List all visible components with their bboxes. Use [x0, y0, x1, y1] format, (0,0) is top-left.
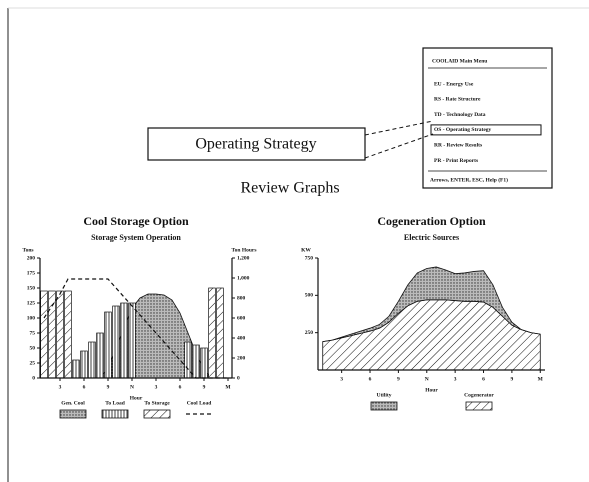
- bar: [121, 303, 128, 378]
- y2-tick-label: 600: [237, 315, 246, 321]
- menu-item: EU - Energy Use: [434, 81, 474, 87]
- x-tick-label: N: [425, 376, 429, 382]
- bar: [209, 288, 216, 378]
- x-tick-label: 9: [203, 384, 206, 390]
- bar: [41, 291, 48, 378]
- x-axis-label: Hour: [425, 387, 438, 393]
- x-tick-label: M: [225, 384, 231, 390]
- legend-label: To Load: [105, 400, 125, 406]
- bar: [97, 333, 104, 378]
- x-tick-label: 9: [107, 384, 110, 390]
- bar: [49, 291, 56, 378]
- bar: [193, 345, 200, 378]
- chart-subtitle: Storage System Operation: [91, 233, 181, 242]
- menu-title: COOLAID Main Menu: [432, 58, 487, 64]
- y-tick-label: 250: [305, 330, 314, 336]
- x-tick-label: 9: [397, 376, 400, 382]
- y2-tick-label: 800: [237, 295, 246, 301]
- bar: [201, 348, 208, 378]
- x-tick-label: 9: [511, 376, 514, 382]
- page: COOLAID Main Menu Arrows, ENTER, ESC, He…: [0, 0, 589, 482]
- y2-tick-label: 1,000: [237, 275, 250, 281]
- menu-item: OS - Operating Strategy: [434, 127, 492, 133]
- legend-swatch: [371, 402, 397, 410]
- bar: [81, 351, 88, 378]
- x-tick-label: N: [130, 384, 134, 390]
- y2-tick-label: 0: [237, 375, 240, 381]
- x-tick-label: 3: [155, 384, 158, 390]
- menu-item: RS - Rate Structure: [434, 97, 481, 103]
- bar: [73, 360, 80, 378]
- y2-tick-label: 1,200: [237, 255, 250, 261]
- main-menu: COOLAID Main Menu Arrows, ENTER, ESC, He…: [423, 48, 552, 188]
- y-tick-label: 50: [30, 345, 36, 351]
- x-tick-label: 3: [340, 376, 343, 382]
- heading: Review Graphs: [240, 180, 339, 197]
- menu-box: [423, 48, 552, 188]
- y-tick-label: 750: [305, 255, 314, 261]
- y-tick-label: 125: [27, 300, 36, 306]
- legend-swatch: [466, 402, 492, 410]
- callout: Operating Strategy: [195, 136, 316, 153]
- y2-tick-label: 400: [237, 335, 246, 341]
- y-axis-label: Tons: [22, 247, 33, 253]
- bar: [89, 342, 96, 378]
- bar: [129, 303, 136, 378]
- x-tick-label: 6: [369, 376, 372, 382]
- bar: [65, 291, 72, 378]
- x-tick-label: 6: [179, 384, 182, 390]
- legend-label: Utility: [377, 392, 392, 398]
- legend-label: Cogenerator: [464, 392, 494, 398]
- legend-swatch: [60, 410, 86, 418]
- y-tick-label: 0: [32, 375, 35, 381]
- legend-swatch: [144, 410, 170, 418]
- y2-tick-label: 200: [237, 355, 246, 361]
- y-tick-label: 25: [30, 360, 36, 366]
- legend-label: To Storage: [144, 400, 170, 406]
- y2-axis-label: Ton Hours: [231, 247, 256, 253]
- y-tick-label: 75: [30, 330, 36, 336]
- y-tick-label: 500: [305, 293, 314, 299]
- x-tick-label: M: [538, 376, 544, 382]
- y-tick-label: 175: [27, 270, 36, 276]
- y-tick-label: 100: [27, 315, 36, 321]
- menu-item: RR - Review Results: [434, 142, 482, 148]
- bar: [185, 342, 192, 378]
- bar: [113, 306, 120, 378]
- menu-item: PR - Print Reports: [434, 158, 478, 164]
- legend-swatch: [102, 410, 128, 418]
- y-tick-label: 150: [27, 285, 36, 291]
- x-tick-label: 3: [454, 376, 457, 382]
- x-axis-label: Hour: [130, 395, 143, 401]
- bar: [57, 291, 64, 378]
- menu-footer: Arrows, ENTER, ESC, Help (F1): [430, 176, 508, 183]
- legend-label: Gen. Cool: [61, 400, 85, 406]
- menu-item: TD - Technology Data: [434, 112, 486, 118]
- x-tick-label: 6: [482, 376, 485, 382]
- chart-subtitle: Electric Sources: [404, 233, 459, 242]
- chart-title: Cool Storage Option: [83, 214, 189, 228]
- y-axis-label: KW: [301, 247, 311, 253]
- bar: [217, 288, 224, 378]
- bar: [105, 312, 112, 378]
- x-tick-label: 6: [83, 384, 86, 390]
- x-tick-label: 3: [59, 384, 62, 390]
- chart-title: Cogeneration Option: [377, 214, 486, 228]
- y-tick-label: 200: [27, 255, 36, 261]
- legend-label: Cool Load: [187, 400, 212, 406]
